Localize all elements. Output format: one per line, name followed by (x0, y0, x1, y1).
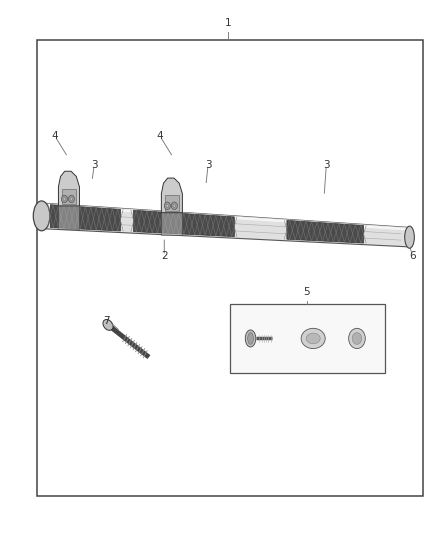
Polygon shape (58, 205, 79, 229)
Bar (37, 40, 423, 496)
Polygon shape (58, 171, 79, 206)
Bar (165, 196, 179, 211)
Polygon shape (50, 205, 120, 231)
Circle shape (68, 195, 74, 203)
Circle shape (171, 202, 177, 209)
Text: 3: 3 (91, 160, 98, 170)
Text: 7: 7 (103, 317, 110, 326)
Circle shape (63, 197, 66, 200)
Ellipse shape (245, 330, 256, 347)
Text: 6: 6 (409, 251, 416, 261)
Text: 4: 4 (156, 131, 163, 141)
Ellipse shape (103, 319, 113, 330)
Ellipse shape (247, 333, 253, 344)
Text: 1: 1 (224, 18, 231, 28)
Circle shape (164, 202, 170, 209)
Polygon shape (42, 203, 410, 231)
Bar (230, 304, 385, 373)
Circle shape (173, 204, 176, 207)
Ellipse shape (352, 333, 362, 344)
Polygon shape (42, 203, 410, 247)
Ellipse shape (349, 328, 365, 349)
Circle shape (61, 195, 67, 203)
Text: 5: 5 (303, 287, 310, 297)
Ellipse shape (405, 226, 414, 248)
Bar (62, 189, 76, 204)
Text: 4: 4 (51, 131, 58, 141)
Text: 2: 2 (161, 251, 168, 261)
Text: 3: 3 (323, 160, 330, 170)
Polygon shape (161, 212, 182, 235)
Polygon shape (287, 221, 364, 243)
Ellipse shape (33, 201, 50, 231)
Text: 3: 3 (205, 160, 212, 170)
Polygon shape (161, 178, 182, 213)
Circle shape (166, 204, 169, 207)
Circle shape (70, 197, 73, 200)
Ellipse shape (306, 333, 320, 344)
Polygon shape (134, 210, 234, 237)
Ellipse shape (301, 328, 325, 349)
